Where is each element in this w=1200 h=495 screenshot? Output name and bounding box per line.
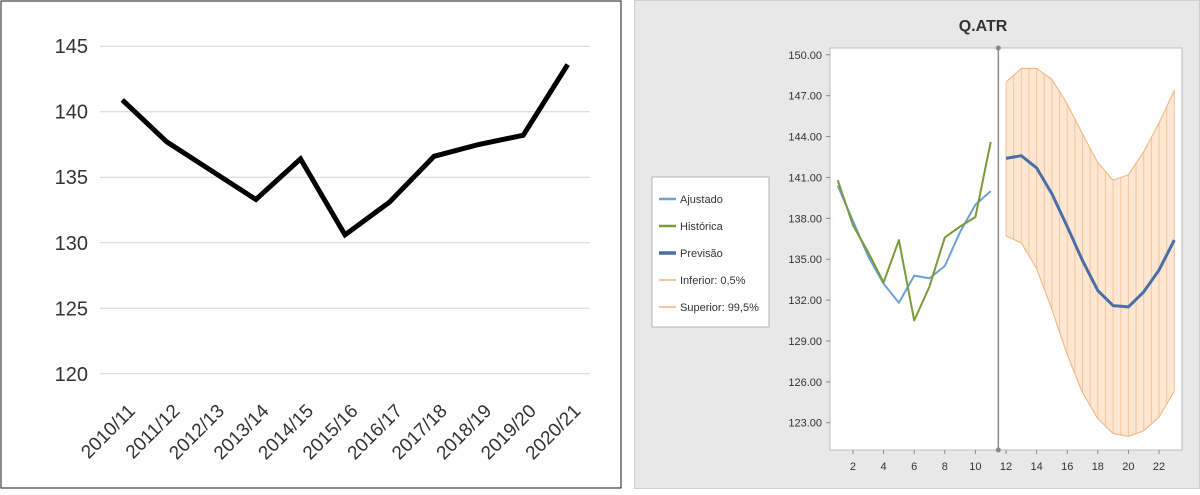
y-tick-label: 130 (55, 233, 88, 255)
legend-label: Previsão (680, 248, 723, 260)
y-tick-label: 138.00 (788, 213, 822, 225)
x-tick-label: 10 (969, 461, 981, 473)
x-tick-label: 22 (1153, 461, 1165, 473)
x-tick-label: 8 (942, 461, 948, 473)
y-tick-label: 140 (55, 102, 88, 124)
y-tick-label: 135.00 (788, 254, 822, 266)
x-tick-label: 18 (1092, 461, 1104, 473)
x-tick-label: 2 (850, 461, 856, 473)
y-tick-label: 144.00 (788, 132, 822, 144)
legend-label: Ajustado (680, 194, 723, 206)
y-tick-label: 141.00 (788, 172, 822, 184)
x-tick-label: 16 (1061, 461, 1073, 473)
legend-label: Superior: 99,5% (680, 302, 759, 314)
right-chart-panel: Q.ATR 123.00 126.00 129.00 132.00 135.00 138.0… (634, 0, 1200, 490)
x-tick-label: 14 (1030, 461, 1042, 473)
y-tick-label: 123.00 (788, 418, 822, 430)
y-tick-label: 132.00 (788, 295, 822, 307)
left-chart-panel: 120 125 130 135 140 145 2010/11 2011/12 2012/13 2… (0, 0, 622, 490)
x-tick-label: 4 (881, 461, 887, 473)
left-line-chart: 1201251301351401452010/112011/122012/132… (0, 0, 622, 490)
split-marker-top (996, 46, 1001, 51)
y-tick-label: 120 (55, 364, 88, 386)
y-tick-label: 126.00 (788, 377, 822, 389)
y-tick-label: 150.00 (788, 50, 822, 62)
legend-label: Inferior: 0,5% (680, 275, 746, 287)
y-tick-label: 147.00 (788, 91, 822, 103)
chart-title: Q.ATR (959, 18, 1008, 35)
y-tick-label: 135 (55, 167, 88, 189)
split-marker-bottom (996, 448, 1001, 453)
x-tick-label: 12 (1000, 461, 1012, 473)
y-tick-label: 145 (55, 36, 88, 58)
x-tick-label: 20 (1122, 461, 1134, 473)
y-tick-label: 125 (55, 298, 88, 320)
legend-label: Histórica (680, 221, 724, 233)
right-forecast-chart: Q.ATR 123.00 126.00 129.00 132.00 135.00 138.0… (634, 0, 1200, 490)
y-tick-label: 129.00 (788, 336, 822, 348)
x-tick-label: 6 (911, 461, 917, 473)
